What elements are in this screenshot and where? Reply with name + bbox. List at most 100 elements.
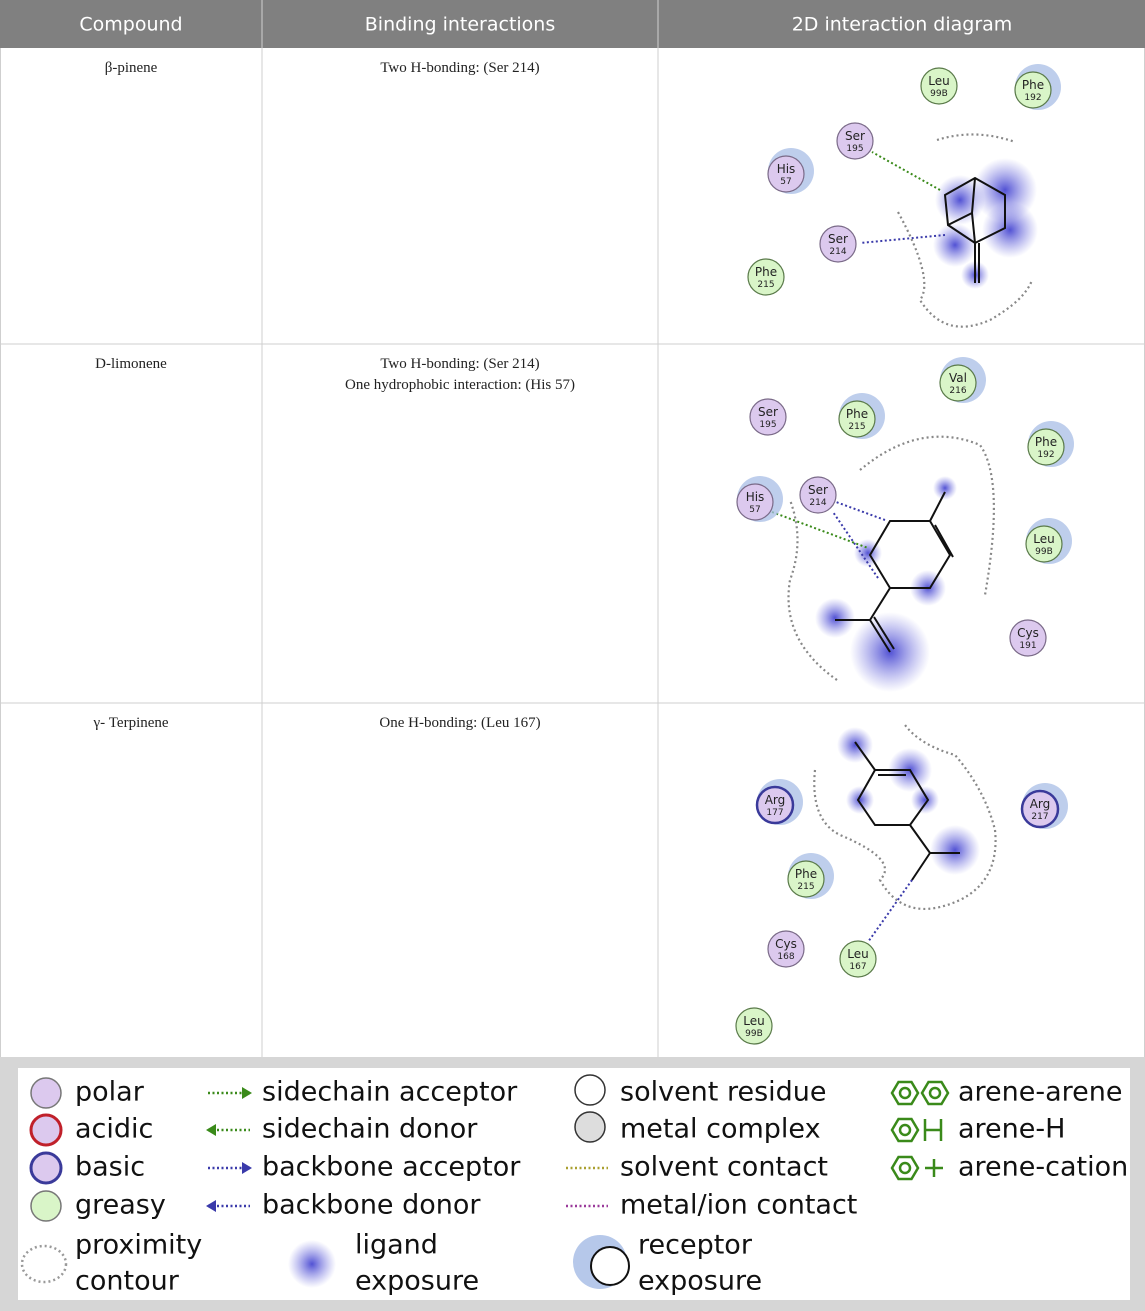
residue-name: Cys [1017, 626, 1039, 640]
residue-circle [920, 67, 958, 105]
legend-label: sidechain acceptor [262, 1077, 518, 1108]
binding-interaction: Two H-bonding: (Ser 214) [380, 356, 539, 372]
proximity-contour [787, 133, 1034, 911]
legend-icon [573, 1235, 630, 1289]
residue-circle [1025, 525, 1063, 563]
binding-interaction: One H-bonding: (Leu 167) [379, 715, 540, 731]
legend-label: exposure [638, 1266, 762, 1297]
residue-circle [735, 1007, 773, 1045]
residue-number: 99B [1035, 547, 1053, 557]
residue-name: Phe [1022, 78, 1044, 92]
legend-icon [890, 1080, 950, 1106]
residue-number: 217 [1031, 812, 1048, 822]
residue-number: 191 [1019, 641, 1036, 651]
icon-circle [30, 1077, 62, 1109]
residue-number: 99B [930, 89, 948, 99]
icon-hex [890, 1155, 920, 1181]
residue-number: 215 [848, 422, 865, 432]
residue-number: 215 [797, 882, 814, 892]
icon-arrow [206, 1124, 216, 1136]
legend-icon [574, 1074, 606, 1106]
residue-circle [799, 476, 837, 514]
legend-icon [206, 1200, 250, 1212]
residue-circle [1009, 619, 1047, 657]
legend-icon [29, 1113, 63, 1147]
residue-circle [755, 785, 795, 825]
icon-arrow [242, 1162, 252, 1174]
residue-number: 167 [849, 962, 866, 972]
icon-circle [30, 1190, 62, 1222]
header-cell: 2D interaction diagram [792, 14, 1013, 36]
residue-name: His [746, 490, 765, 504]
residue-circle [767, 155, 805, 193]
residue-circle [736, 483, 774, 521]
residue-circle [1014, 71, 1052, 109]
legend-label: acidic [75, 1114, 153, 1145]
binding-interaction: One hydrophobic interaction: (His 57) [345, 377, 575, 393]
legend-label: arene-cation [958, 1152, 1128, 1183]
icon-hex [890, 1080, 920, 1106]
compound-name: β-pinene [105, 60, 158, 76]
legend-label: metal complex [620, 1114, 821, 1145]
residue-number: 192 [1024, 93, 1041, 103]
legend-icon [30, 1190, 62, 1222]
icon-contour [20, 1244, 68, 1284]
residue-name: Phe [795, 867, 817, 881]
legend-label: backbone donor [262, 1190, 481, 1221]
legend-label: basic [75, 1152, 145, 1183]
residue-number: 195 [759, 420, 776, 430]
legend-icon [288, 1240, 336, 1288]
grid [0, 0, 1145, 1057]
icon-exposure-core [590, 1246, 630, 1286]
icon-h [923, 1119, 943, 1141]
residue-name: Leu [847, 947, 868, 961]
residue-name: Leu [1033, 532, 1054, 546]
residue-number: 57 [749, 505, 760, 515]
residue-circle [838, 400, 876, 438]
header-cell: Binding interactions [365, 14, 556, 36]
icon-blob [288, 1240, 336, 1288]
binding-interaction: Two H-bonding: (Ser 214) [380, 60, 539, 76]
icon-plus [925, 1159, 943, 1177]
icon-arrow [206, 1200, 216, 1212]
residue-name: Cys [775, 937, 797, 951]
residue-name: Val [949, 371, 967, 385]
interaction-arrows [771, 151, 946, 943]
header-bg [0, 0, 1145, 48]
residue-name: Phe [755, 265, 777, 279]
icon-circle [574, 1111, 606, 1143]
residue-circle [1020, 789, 1060, 829]
residue-circle [839, 940, 877, 978]
residue-name: Arg [765, 793, 786, 807]
residue-number: 214 [809, 498, 826, 508]
residue-number: 99B [745, 1029, 763, 1039]
residue-number: 57 [780, 177, 791, 187]
legend-icon [890, 1155, 943, 1181]
legend-label: solvent contact [620, 1152, 828, 1183]
legend-label: exposure [355, 1266, 479, 1297]
residue-name: Leu [743, 1014, 764, 1028]
icon-circle [574, 1074, 606, 1106]
legend-label: arene-H [958, 1114, 1065, 1145]
legend-label: proximity [75, 1230, 202, 1261]
residue-number: 195 [846, 144, 863, 154]
legend-label: contour [75, 1266, 180, 1297]
legend-icon [208, 1162, 252, 1174]
residue-name: Leu [928, 74, 949, 88]
header-cell: Compound [79, 14, 182, 36]
legend-label: arene-arene [958, 1077, 1123, 1108]
residue-number: 168 [777, 952, 794, 962]
residue-number: 215 [757, 280, 774, 290]
residue-name: His [777, 162, 796, 176]
residue-name: Ser [845, 129, 865, 143]
